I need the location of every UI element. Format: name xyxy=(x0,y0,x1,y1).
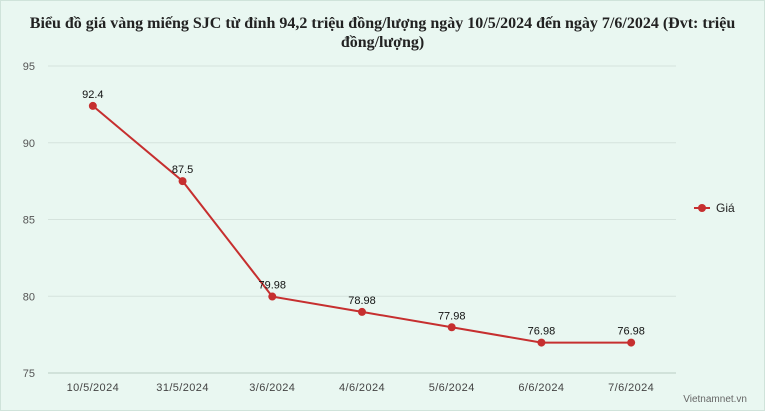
data-points xyxy=(88,101,636,347)
data-label: 87.5 xyxy=(172,164,193,176)
axes: 75 80 85 90 95 10/5/2024 31/5/2024 3/6/2024 4/6/… xyxy=(23,61,676,394)
y-tick-label: 80 xyxy=(23,291,35,303)
legend[interactable]: Giá xyxy=(694,201,735,215)
data-label: 77.98 xyxy=(438,310,466,322)
x-tick-label: 3/6/2024 xyxy=(249,382,295,394)
watermark: Vietnamnet.vn xyxy=(683,394,747,405)
x-tick-label: 31/5/2024 xyxy=(156,382,209,394)
series-line-layer xyxy=(92,105,632,344)
data-point xyxy=(268,292,277,301)
x-tick-label: 4/6/2024 xyxy=(339,382,385,394)
grid-lines xyxy=(48,65,676,374)
data-label: 78.98 xyxy=(348,295,376,307)
x-tick-label: 7/6/2024 xyxy=(608,382,654,394)
y-tick-label: 75 xyxy=(23,368,35,380)
data-label: 79.98 xyxy=(259,280,287,292)
data-point xyxy=(537,338,546,347)
y-tick-label: 95 xyxy=(23,61,35,73)
legend-swatch-marker xyxy=(698,204,706,212)
chart-title: Biểu đồ giá vàng miếng SJC từ đỉnh 94,2 … xyxy=(29,15,736,51)
data-label: 76.98 xyxy=(528,326,556,338)
series-line xyxy=(92,105,632,344)
data-point xyxy=(178,177,187,186)
y-tick-label: 90 xyxy=(23,138,35,150)
legend-label: Giá xyxy=(716,201,735,215)
x-tick-label: 6/6/2024 xyxy=(518,382,564,394)
data-labels: 92.4 87.5 79.98 78.98 77.98 76.98 76.98 xyxy=(82,89,645,338)
data-point xyxy=(447,323,456,332)
data-label: 92.4 xyxy=(82,89,103,101)
y-tick-label: 85 xyxy=(23,215,35,227)
x-tick-label: 5/6/2024 xyxy=(429,382,475,394)
data-point xyxy=(358,307,366,316)
data-point xyxy=(88,101,97,110)
x-tick-label: 10/5/2024 xyxy=(67,382,120,394)
data-label: 76.98 xyxy=(617,326,645,338)
data-point xyxy=(627,338,636,347)
